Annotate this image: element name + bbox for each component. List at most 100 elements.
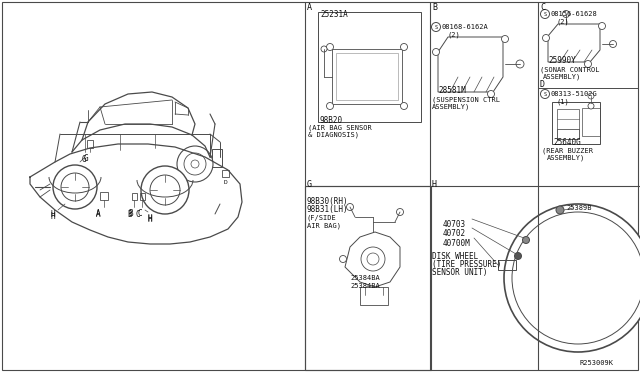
Text: 28581M: 28581M <box>438 86 466 95</box>
Text: 98B20: 98B20 <box>320 116 343 125</box>
Text: ASSEMBLY): ASSEMBLY) <box>432 103 470 110</box>
Circle shape <box>502 35 509 42</box>
Text: (2): (2) <box>448 31 461 38</box>
Circle shape <box>326 103 333 109</box>
Bar <box>222 170 229 177</box>
Bar <box>132 193 137 200</box>
Circle shape <box>541 10 550 19</box>
Circle shape <box>191 160 199 168</box>
Circle shape <box>515 253 522 260</box>
Circle shape <box>346 203 353 211</box>
Text: G: G <box>82 155 86 164</box>
Text: 25384BA: 25384BA <box>350 283 380 289</box>
Circle shape <box>609 41 616 48</box>
Circle shape <box>53 165 97 209</box>
Text: 98B30(RH): 98B30(RH) <box>307 197 349 206</box>
Text: S: S <box>543 12 547 16</box>
Circle shape <box>543 35 550 42</box>
Text: A: A <box>96 210 100 219</box>
Text: (F/SIDE: (F/SIDE <box>307 214 337 221</box>
Circle shape <box>598 22 605 29</box>
Circle shape <box>433 48 440 55</box>
Text: 40703: 40703 <box>443 220 466 229</box>
Text: B: B <box>128 209 132 218</box>
Circle shape <box>522 237 529 244</box>
Bar <box>557 109 579 139</box>
Text: (SONAR CONTROL: (SONAR CONTROL <box>540 67 600 73</box>
Bar <box>212 149 222 167</box>
Bar <box>87 140 93 148</box>
Text: H: H <box>148 215 152 224</box>
Bar <box>582 108 600 136</box>
Circle shape <box>339 256 346 263</box>
Text: S: S <box>435 25 438 29</box>
Circle shape <box>401 44 408 51</box>
Bar <box>336 53 398 100</box>
Text: & DIAGNOSIS): & DIAGNOSIS) <box>308 131 359 138</box>
Circle shape <box>184 153 206 175</box>
Text: H: H <box>432 180 437 189</box>
Circle shape <box>141 166 189 214</box>
Text: 25384BA: 25384BA <box>350 275 380 281</box>
Text: C: C <box>138 209 143 218</box>
Text: AIR BAG): AIR BAG) <box>307 222 341 228</box>
Circle shape <box>150 175 180 205</box>
Circle shape <box>397 208 403 215</box>
Circle shape <box>588 103 594 109</box>
Bar <box>557 129 579 139</box>
Text: R253009K: R253009K <box>580 360 614 366</box>
Text: H: H <box>148 214 152 223</box>
Text: D: D <box>540 80 545 89</box>
Circle shape <box>431 22 440 32</box>
Text: ASSEMBLY): ASSEMBLY) <box>543 74 581 80</box>
Bar <box>332 49 402 104</box>
Bar <box>552 102 600 144</box>
Text: H: H <box>50 212 54 221</box>
Text: (2): (2) <box>557 18 570 25</box>
Circle shape <box>588 93 594 99</box>
Text: DISK WHEEL: DISK WHEEL <box>432 252 478 261</box>
Text: C: C <box>540 3 545 12</box>
Text: ASSEMBLY): ASSEMBLY) <box>547 154 585 161</box>
Text: B: B <box>127 210 132 219</box>
Text: B: B <box>432 3 437 12</box>
Text: A: A <box>96 209 100 218</box>
Circle shape <box>563 10 570 17</box>
Text: (TIRE PRESSURE): (TIRE PRESSURE) <box>432 260 501 269</box>
Text: (SUSPENSION CTRL: (SUSPENSION CTRL <box>432 96 500 103</box>
Text: G: G <box>307 180 312 189</box>
Text: (REAR BUZZER: (REAR BUZZER <box>542 148 593 154</box>
Text: SENSOR UNIT): SENSOR UNIT) <box>432 268 488 277</box>
Circle shape <box>541 90 550 99</box>
Text: 08156-61628: 08156-61628 <box>551 11 598 17</box>
Text: 25990Y: 25990Y <box>548 56 576 65</box>
Text: 25231A: 25231A <box>320 10 348 19</box>
Circle shape <box>401 103 408 109</box>
Text: A: A <box>307 3 312 12</box>
Bar <box>360 287 388 305</box>
Text: 98B31(LH): 98B31(LH) <box>307 205 349 214</box>
Circle shape <box>326 44 333 51</box>
Text: (AIR BAG SENSOR: (AIR BAG SENSOR <box>308 125 372 131</box>
Text: 40702: 40702 <box>443 229 466 238</box>
Circle shape <box>556 206 564 214</box>
Text: S: S <box>543 92 547 96</box>
Text: G: G <box>84 154 88 163</box>
Text: 08313-5102G: 08313-5102G <box>551 91 598 97</box>
Circle shape <box>516 60 524 68</box>
Bar <box>498 260 516 270</box>
Text: 08168-6162A: 08168-6162A <box>442 24 489 30</box>
Circle shape <box>504 204 640 352</box>
Text: C: C <box>136 210 141 219</box>
Circle shape <box>361 247 385 271</box>
Text: 25389B: 25389B <box>566 205 591 211</box>
Bar <box>305 186 431 370</box>
Circle shape <box>367 253 379 265</box>
Text: 25640G: 25640G <box>553 138 580 147</box>
Circle shape <box>177 146 213 182</box>
Circle shape <box>512 212 640 344</box>
Bar <box>318 12 421 122</box>
Circle shape <box>488 90 495 97</box>
Circle shape <box>321 46 327 52</box>
Bar <box>100 192 108 200</box>
